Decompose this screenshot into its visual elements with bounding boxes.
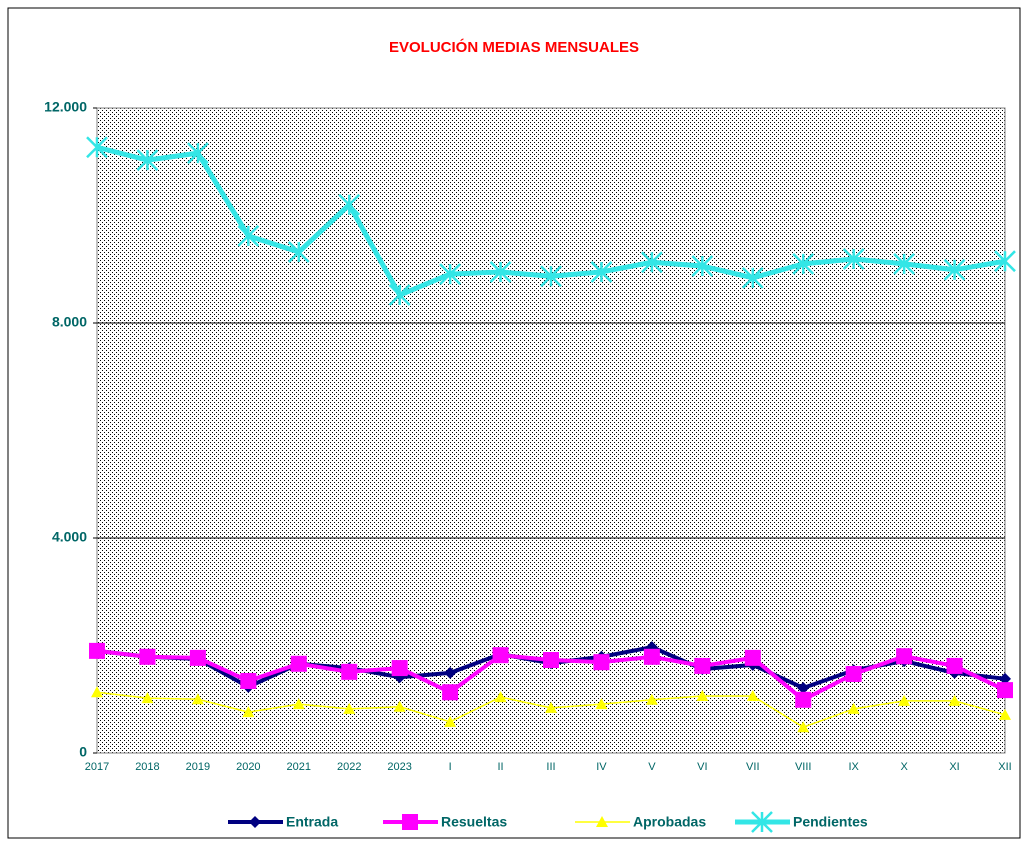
- x-tick-label: 2020: [236, 761, 260, 773]
- x-tick-label: 2019: [186, 761, 210, 773]
- marker: [391, 660, 408, 677]
- x-tick-label: VII: [746, 761, 759, 773]
- marker: [999, 708, 1011, 720]
- marker: [845, 665, 862, 682]
- marker: [287, 241, 310, 263]
- x-tick-label: 2022: [337, 761, 361, 773]
- marker: [946, 657, 963, 674]
- marker: [136, 149, 159, 172]
- marker: [595, 698, 608, 710]
- marker: [338, 193, 361, 216]
- series: [89, 642, 1013, 708]
- legend-label: Resueltas: [441, 814, 507, 830]
- marker: [847, 702, 860, 714]
- y-tick-label: 4.000: [52, 529, 87, 545]
- marker: [242, 706, 255, 718]
- marker: [290, 655, 307, 672]
- marker: [792, 252, 815, 275]
- marker: [489, 261, 512, 283]
- marker: [943, 258, 966, 281]
- marker: [691, 255, 714, 277]
- marker: [994, 250, 1016, 273]
- legend-marker: [751, 811, 773, 833]
- legend-label: Entrada: [286, 814, 338, 830]
- marker: [893, 252, 915, 275]
- marker: [696, 690, 709, 702]
- marker: [139, 648, 156, 665]
- legend-marker: [596, 816, 608, 827]
- marker: [842, 248, 865, 270]
- x-tick-label: VIII: [795, 761, 812, 773]
- marker: [643, 648, 660, 665]
- marker: [91, 686, 103, 698]
- x-tick-label: VI: [697, 761, 707, 773]
- marker: [492, 647, 509, 664]
- marker: [393, 700, 406, 712]
- marker: [141, 692, 154, 704]
- marker: [896, 648, 913, 665]
- marker: [999, 672, 1011, 685]
- legend-label: Pendientes: [793, 814, 868, 830]
- marker: [694, 657, 711, 674]
- y-tick-label: 0: [79, 744, 87, 760]
- marker: [343, 702, 356, 714]
- marker: [797, 721, 810, 733]
- marker: [388, 284, 411, 306]
- marker: [997, 682, 1013, 699]
- x-tick-label: V: [648, 761, 656, 773]
- plot-area: [96, 107, 1006, 754]
- marker: [795, 691, 812, 708]
- marker: [948, 694, 961, 706]
- x-tick-label: II: [497, 761, 503, 773]
- legend-label: Aprobadas: [633, 814, 706, 830]
- marker: [191, 693, 204, 705]
- marker: [444, 666, 457, 679]
- marker: [898, 694, 911, 706]
- chart-title: EVOLUCIÓN MEDIAS MENSUALES: [389, 38, 639, 56]
- marker: [444, 715, 457, 727]
- marker: [89, 642, 105, 659]
- y-tick-label: 8.000: [52, 314, 87, 330]
- y-tick-label: 12.000: [44, 99, 87, 115]
- marker: [237, 225, 260, 247]
- x-tick-label: IX: [848, 761, 859, 773]
- marker: [645, 693, 658, 705]
- marker: [641, 251, 663, 274]
- x-tick-label: 2023: [387, 761, 411, 773]
- legend-marker: [249, 816, 261, 828]
- x-tick-label: X: [900, 761, 908, 773]
- marker: [741, 266, 764, 289]
- x-tick-label: 2021: [287, 761, 311, 773]
- marker: [746, 690, 759, 702]
- x-tick-label: 2018: [135, 761, 159, 773]
- marker: [442, 684, 459, 701]
- series: [86, 136, 1016, 306]
- marker: [797, 681, 810, 694]
- x-tick-label: III: [546, 761, 555, 773]
- marker: [540, 265, 562, 288]
- x-tick-label: IV: [596, 761, 607, 773]
- marker: [86, 136, 108, 159]
- marker: [292, 698, 305, 710]
- marker: [590, 261, 613, 283]
- marker: [593, 654, 610, 671]
- marker: [439, 263, 461, 285]
- legend-marker: [402, 814, 418, 830]
- x-tick-label: 2017: [85, 761, 109, 773]
- x-tick-label: XI: [949, 761, 959, 773]
- marker: [545, 701, 557, 713]
- marker: [543, 652, 559, 669]
- series: [91, 686, 1011, 733]
- x-tick-label: XII: [998, 761, 1011, 773]
- marker: [240, 672, 257, 689]
- marker: [494, 691, 507, 703]
- x-tick-label: I: [449, 761, 452, 773]
- marker: [189, 649, 206, 666]
- marker: [341, 663, 358, 680]
- marker: [187, 142, 209, 165]
- marker: [744, 649, 761, 666]
